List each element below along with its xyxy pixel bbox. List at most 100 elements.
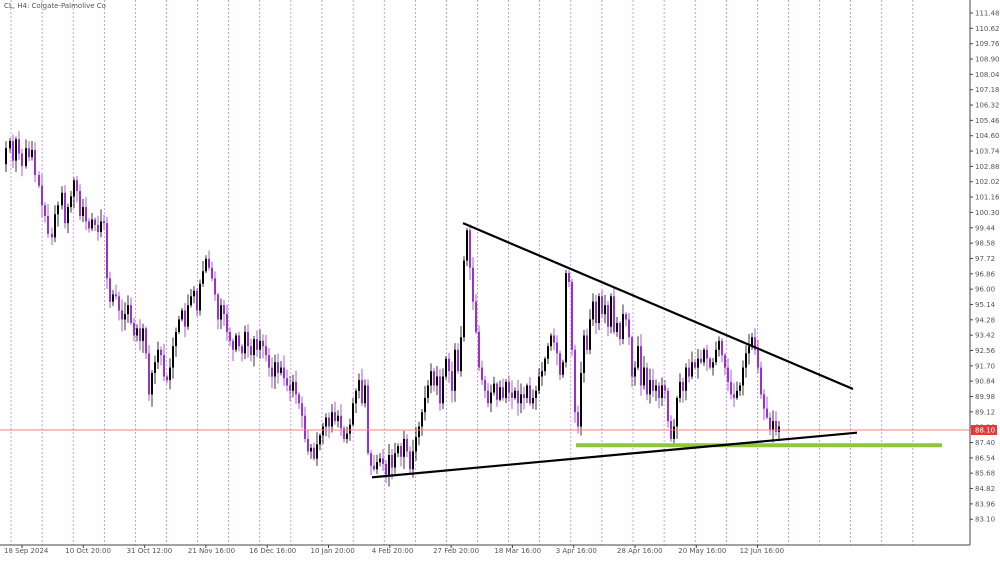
candle xyxy=(430,363,432,394)
candle xyxy=(412,439,414,478)
candle xyxy=(718,336,720,357)
candle xyxy=(271,357,273,389)
candle xyxy=(280,361,282,376)
candle xyxy=(73,177,75,209)
candle xyxy=(643,355,645,390)
candle xyxy=(433,368,435,392)
candle-body xyxy=(232,340,234,350)
candle xyxy=(385,459,387,484)
candle-body xyxy=(652,380,654,391)
candle-body xyxy=(211,267,213,279)
candle-body xyxy=(454,349,456,391)
candle-body xyxy=(535,390,537,398)
candle-body xyxy=(346,433,348,439)
candle xyxy=(145,326,147,359)
candle-body xyxy=(544,358,546,372)
candle-body xyxy=(394,453,396,468)
candle-body xyxy=(190,296,192,306)
candle-body xyxy=(628,319,630,338)
candle-body xyxy=(532,397,534,404)
candle xyxy=(415,426,417,461)
candle-body xyxy=(88,221,90,229)
candle xyxy=(745,345,747,378)
candle-body xyxy=(661,385,663,398)
candle xyxy=(166,374,168,384)
candle-body xyxy=(697,358,699,368)
candle xyxy=(628,312,630,345)
price-tick-label: 109.76 xyxy=(975,40,1000,48)
candle-body xyxy=(451,371,453,391)
candle-body xyxy=(625,314,627,320)
candle-body xyxy=(778,426,780,432)
candle xyxy=(337,410,339,428)
candle-body xyxy=(100,221,102,233)
candle xyxy=(559,350,561,381)
candle xyxy=(319,433,321,451)
candle-body xyxy=(469,230,471,268)
candle xyxy=(151,370,153,407)
candle-body xyxy=(376,462,378,470)
candle-body xyxy=(457,349,459,372)
candle-body xyxy=(754,337,756,350)
candle xyxy=(736,381,738,400)
candle xyxy=(739,382,741,397)
candle-body xyxy=(550,335,552,347)
candle xyxy=(334,401,336,425)
candle-body xyxy=(331,412,333,427)
candle-body xyxy=(406,438,408,452)
candle-body xyxy=(127,305,129,315)
candle xyxy=(187,294,189,330)
candle xyxy=(304,406,306,443)
candle-body xyxy=(436,376,438,386)
candle-body xyxy=(748,346,750,354)
candle-body xyxy=(172,346,174,368)
candle xyxy=(391,449,393,480)
candle-body xyxy=(178,319,180,332)
grid-layer xyxy=(10,0,914,545)
candle-body xyxy=(664,385,666,391)
candle xyxy=(466,227,468,267)
candle-body xyxy=(484,380,486,391)
candle-body xyxy=(136,328,138,336)
candle xyxy=(592,293,594,326)
candle xyxy=(661,377,663,407)
candle-body xyxy=(265,346,267,356)
candle-body xyxy=(94,219,96,225)
candle-body xyxy=(475,301,477,332)
candle xyxy=(199,279,201,316)
candle-body xyxy=(47,215,49,234)
candle-body xyxy=(349,424,351,434)
candle-body xyxy=(91,219,93,229)
candle-body xyxy=(556,342,558,354)
candle xyxy=(448,352,450,383)
candle-body xyxy=(205,258,207,272)
candle xyxy=(355,388,357,413)
candle-body xyxy=(238,335,240,347)
candle xyxy=(640,334,642,396)
candle xyxy=(316,432,318,466)
candle-body xyxy=(499,387,501,400)
candle xyxy=(127,295,129,323)
candle-body xyxy=(25,148,27,167)
candle-body xyxy=(466,230,468,261)
candle xyxy=(331,404,333,433)
candle-body xyxy=(472,267,474,302)
candle xyxy=(655,379,657,402)
candle xyxy=(649,368,651,404)
candle xyxy=(208,250,210,271)
candle xyxy=(658,381,660,409)
candle xyxy=(238,331,240,352)
candle-body xyxy=(658,385,660,398)
candle xyxy=(169,358,171,390)
candle xyxy=(298,392,300,410)
candle xyxy=(5,141,7,173)
candle xyxy=(484,375,486,399)
candle xyxy=(583,329,585,383)
candle-body xyxy=(712,362,714,368)
candle-body xyxy=(478,331,480,368)
candle xyxy=(133,317,135,342)
candle-body xyxy=(148,353,150,395)
candle xyxy=(610,293,612,334)
candle-body xyxy=(109,278,111,302)
candle xyxy=(343,425,345,443)
